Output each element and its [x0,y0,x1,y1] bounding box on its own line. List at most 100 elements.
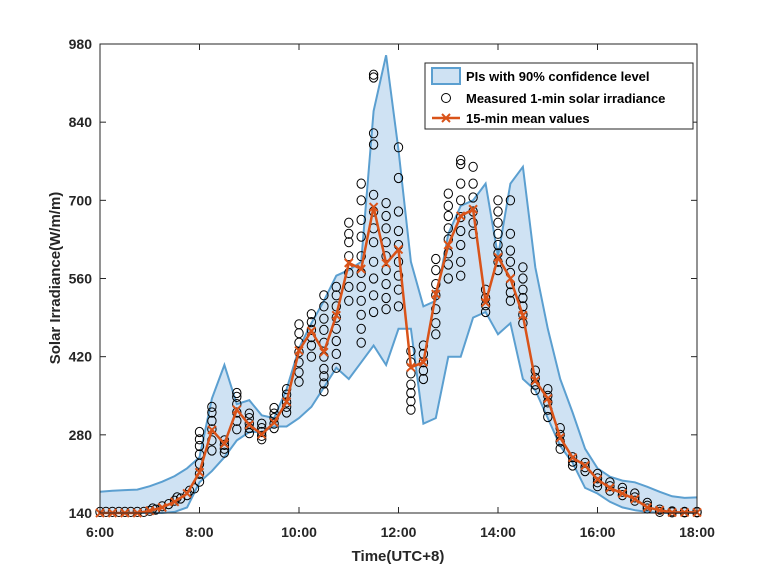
measured-point [281,407,292,418]
mean-marker [281,397,292,407]
mean-marker [356,264,366,274]
measured-point [381,279,391,290]
measured-point [381,223,391,234]
x-tick-label: 12:00 [381,524,417,540]
measured-point [344,228,354,239]
legend-item-mean: 15-min mean values [466,111,590,126]
measured-point [244,418,255,429]
mean-marker [157,502,167,513]
measured-point [219,447,230,458]
measured-point [567,452,578,463]
mean-marker [381,258,391,269]
measured-point [194,434,205,445]
y-tick-label: 140 [69,505,93,521]
legend-band-swatch [431,67,461,85]
measured-point [344,267,354,278]
mean-marker [605,483,615,493]
measured-point [319,363,329,374]
measured-point [331,335,341,347]
measured-point [269,418,279,429]
y-tick-label: 420 [69,349,93,365]
pi-upper-bound [99,54,698,499]
measured-point [505,295,516,306]
x-tick-label: 14:00 [480,524,516,540]
measured-point [356,337,366,348]
measured-point [344,281,354,292]
mean-marker [443,240,453,250]
measured-point [456,158,466,170]
mean-marker [244,420,254,430]
measured-point [592,481,603,492]
measured-point [505,256,516,267]
measured-point [356,178,366,189]
measured-point [393,225,404,237]
mean-marker [431,289,441,299]
mean-marker [555,432,565,443]
measured-point [505,245,516,256]
mean-marker [617,488,628,499]
y-axis-label: Solar Irradiance(W/m/m) [47,192,64,365]
y-tick-label: 560 [69,271,93,287]
mean-marker [493,252,503,262]
measured-point [456,178,466,189]
mean-marker [530,375,541,386]
mean-marker [219,439,230,449]
measured-point [368,139,379,150]
legend-item-band: PIs with 90% confidence level [466,69,650,84]
measured-point [567,460,578,471]
measured-point [306,317,317,328]
measured-point [468,161,478,172]
measured-point [555,443,565,454]
measured-point [368,306,379,318]
measured-point [381,210,391,222]
measured-point [368,72,379,83]
x-tick-label: 16:00 [580,524,616,540]
measured-point [269,402,279,414]
measured-point [406,404,416,415]
measured-point [468,192,478,203]
legend: PIs with 90% confidence level Measured 1… [424,62,694,130]
measured-point [543,411,553,423]
measured-point [493,217,503,228]
mean-marker [543,393,553,404]
x-axis-label: Time(UTC+8) [352,548,445,565]
legend-x-marker [441,113,451,123]
measured-point [456,256,466,267]
measured-point [518,292,528,304]
mean-marker [630,494,640,504]
measured-point [406,379,416,390]
mean-marker [194,467,205,477]
measured-point [319,301,329,312]
measured-point [306,309,317,320]
measured-point [431,329,441,340]
measured-point [381,292,391,304]
measured-point [344,295,354,306]
measured-point [319,313,329,324]
measured-point [169,495,180,506]
measured-point [356,281,366,292]
y-tick-label: 840 [69,114,93,130]
mean-marker [567,453,578,463]
measured-point [443,223,453,234]
measured-point [175,493,186,504]
measured-point [431,304,441,315]
measured-point [207,401,217,412]
measured-point [244,408,255,419]
measured-point [456,212,466,223]
y-tick-label: 700 [69,192,93,208]
mean-marker [480,297,491,308]
measured-point [319,386,329,397]
mean-marker [306,326,317,336]
measured-point [443,210,453,222]
mean-marker [667,507,677,518]
mean-marker [331,310,342,321]
mean-marker [580,460,590,471]
x-tick-label: 8:00 [185,524,213,540]
mean-marker [518,310,528,321]
legend-item-measured: Measured 1-min solar irradiance [466,91,665,106]
axes: 6:00 8:00 10:00 12:00 14:00 16:00 18:00 140 280 4… [69,36,715,540]
measured-point [294,319,304,330]
mean-marker [642,502,652,513]
measured-point [418,365,429,376]
